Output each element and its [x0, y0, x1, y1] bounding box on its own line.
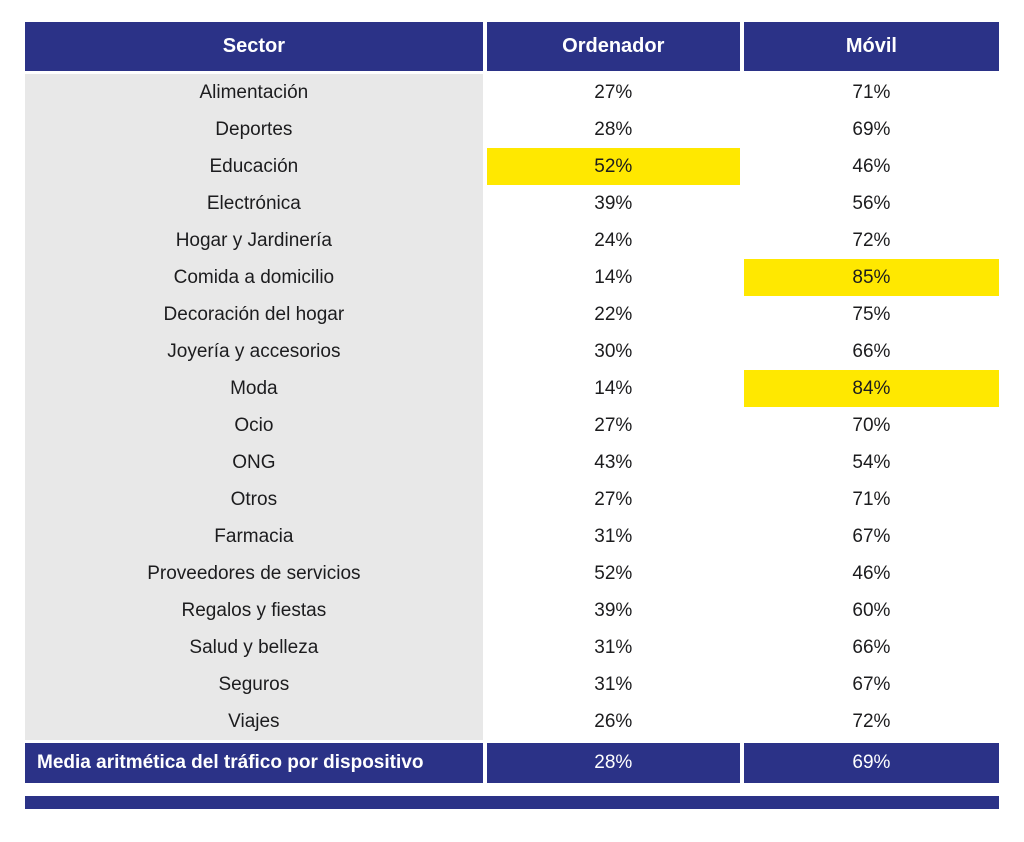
ordenador-cell: 31% [482, 629, 742, 666]
ordenador-cell: 30% [482, 333, 742, 370]
movil-cell: 60% [739, 592, 999, 629]
movil-cell: 46% [739, 555, 999, 592]
device-traffic-table-container: Sector Ordenador Móvil Alimentación 27% 71… [25, 22, 999, 809]
movil-cell: 67% [739, 518, 999, 555]
sector-cell: Alimentación [25, 72, 485, 111]
movil-cell: 72% [739, 222, 999, 259]
movil-cell: 56% [739, 185, 999, 222]
footer-row: Media aritmética del tráfico por disposi… [25, 740, 999, 783]
header-sector: Sector [25, 22, 485, 74]
sector-cell: ONG [25, 444, 485, 481]
movil-cell: 54% [739, 444, 999, 481]
sector-cell: Moda [25, 370, 485, 407]
sector-cell: Salud y belleza [25, 629, 485, 666]
header-ordenador: Ordenador [482, 22, 742, 74]
ordenador-cell: 39% [482, 592, 742, 629]
movil-cell: 70% [739, 407, 999, 444]
movil-cell: 71% [739, 72, 999, 111]
table-row: Deportes 28% 69% [25, 111, 999, 148]
table-row: Electrónica 39% 56% [25, 185, 999, 222]
footer-movil-value: 69% [739, 740, 999, 783]
table-row: Hogar y Jardinería 24% 72% [25, 222, 999, 259]
table-row: Proveedores de servicios 52% 46% [25, 555, 999, 592]
sector-cell: Seguros [25, 666, 485, 703]
movil-cell: 66% [739, 333, 999, 370]
ordenador-cell: 52% [482, 148, 742, 185]
sector-cell: Comida a domicilio [25, 259, 485, 296]
table-row: Moda 14% 84% [25, 370, 999, 407]
sector-cell: Deportes [25, 111, 485, 148]
table-row: Alimentación 27% 71% [25, 72, 999, 111]
sector-cell: Otros [25, 481, 485, 518]
movil-cell: 69% [739, 111, 999, 148]
table-row: Regalos y fiestas 39% 60% [25, 592, 999, 629]
ordenador-cell: 22% [482, 296, 742, 333]
sector-cell: Viajes [25, 703, 485, 742]
table-row: Otros 27% 71% [25, 481, 999, 518]
header-row: Sector Ordenador Móvil [25, 22, 999, 74]
movil-cell: 72% [739, 703, 999, 742]
table-row: Educación 52% 46% [25, 148, 999, 185]
sector-cell: Joyería y accesorios [25, 333, 485, 370]
footer-label: Media aritmética del tráfico por disposi… [25, 740, 485, 783]
sector-cell: Decoración del hogar [25, 296, 485, 333]
ordenador-cell: 24% [482, 222, 742, 259]
ordenador-cell: 27% [482, 72, 742, 111]
movil-cell: 84% [739, 370, 999, 407]
header-movil: Móvil [739, 22, 999, 74]
movil-cell: 71% [739, 481, 999, 518]
table-row: Joyería y accesorios 30% 66% [25, 333, 999, 370]
sector-cell: Farmacia [25, 518, 485, 555]
table-row: Farmacia 31% 67% [25, 518, 999, 555]
sector-cell: Electrónica [25, 185, 485, 222]
sector-cell: Hogar y Jardinería [25, 222, 485, 259]
table-row: Ocio 27% 70% [25, 407, 999, 444]
ordenador-cell: 39% [482, 185, 742, 222]
movil-cell: 46% [739, 148, 999, 185]
movil-cell: 66% [739, 629, 999, 666]
sector-cell: Regalos y fiestas [25, 592, 485, 629]
table-row: Comida a domicilio 14% 85% [25, 259, 999, 296]
footer-ordenador-value: 28% [482, 740, 742, 783]
ordenador-cell: 28% [482, 111, 742, 148]
ordenador-cell: 52% [482, 555, 742, 592]
sector-cell: Educación [25, 148, 485, 185]
bottom-accent-bar [25, 796, 999, 809]
ordenador-cell: 43% [482, 444, 742, 481]
ordenador-cell: 14% [482, 370, 742, 407]
ordenador-cell: 31% [482, 666, 742, 703]
sector-cell: Ocio [25, 407, 485, 444]
ordenador-cell: 27% [482, 407, 742, 444]
table-row: Decoración del hogar 22% 75% [25, 296, 999, 333]
table-row: Seguros 31% 67% [25, 666, 999, 703]
table-row: Salud y belleza 31% 66% [25, 629, 999, 666]
device-traffic-table: Sector Ordenador Móvil Alimentación 27% 71… [25, 22, 999, 783]
ordenador-cell: 27% [482, 481, 742, 518]
movil-cell: 67% [739, 666, 999, 703]
ordenador-cell: 26% [482, 703, 742, 742]
sector-cell: Proveedores de servicios [25, 555, 485, 592]
ordenador-cell: 14% [482, 259, 742, 296]
table-row: Viajes 26% 72% [25, 703, 999, 742]
ordenador-cell: 31% [482, 518, 742, 555]
movil-cell: 75% [739, 296, 999, 333]
table-row: ONG 43% 54% [25, 444, 999, 481]
movil-cell: 85% [739, 259, 999, 296]
